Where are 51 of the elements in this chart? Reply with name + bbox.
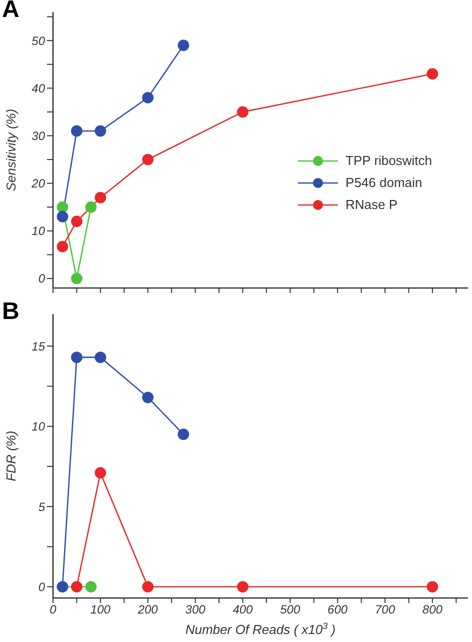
y-axis-title: FDR (%) <box>4 430 19 482</box>
point <box>85 581 97 592</box>
x-tick-label: 700 <box>374 602 396 617</box>
point <box>142 581 154 592</box>
legend-label: P546 domain <box>346 174 422 192</box>
point <box>426 581 438 592</box>
y-tick-label: 5 <box>38 500 46 514</box>
point <box>94 467 106 479</box>
point <box>94 352 106 364</box>
x-tick-label: 600 <box>328 602 348 617</box>
legend-label: RNase P <box>346 196 398 214</box>
point <box>178 40 190 52</box>
chart-title: B <box>2 298 20 326</box>
y-tick-label: 30 <box>32 128 46 143</box>
point <box>56 240 68 252</box>
point <box>71 216 82 228</box>
point <box>426 68 438 80</box>
x-tick-label: 800 <box>422 602 443 617</box>
point <box>71 581 82 592</box>
point <box>71 352 82 364</box>
legend-label: TPP riboswitch <box>346 152 432 170</box>
point <box>71 272 82 284</box>
point <box>85 201 97 213</box>
y-tick-label: 15 <box>32 339 46 354</box>
point <box>94 125 106 137</box>
point <box>71 125 82 137</box>
y-tick-label: 0 <box>38 272 46 286</box>
x-axis-title: Number Of Reads ( x10$^{3}$ ) <box>185 621 336 637</box>
y-axis-title: Sensitivity (%) <box>4 108 19 192</box>
y-tick-label: 10 <box>32 224 46 238</box>
point <box>56 210 68 222</box>
x-tick-label: 200 <box>136 602 158 617</box>
x-tick-label: 0 <box>50 602 57 617</box>
x-tick-label: 400 <box>232 602 254 617</box>
point <box>94 192 106 204</box>
x-tick-label: 300 <box>185 602 206 617</box>
point <box>178 428 190 440</box>
y-tick-label: 50 <box>32 34 46 48</box>
y-tick-label: 40 <box>32 81 46 96</box>
x-tick-label: 100 <box>90 602 111 617</box>
point <box>237 106 248 118</box>
point <box>142 392 154 404</box>
y-tick-label: 20 <box>30 176 46 191</box>
point <box>237 581 248 592</box>
y-tick-label: 0 <box>38 580 46 594</box>
point <box>142 154 154 166</box>
x-tick-label: 500 <box>280 602 300 617</box>
point <box>142 92 154 104</box>
point <box>56 201 68 213</box>
chart-title: A <box>2 0 20 24</box>
y-tick-label: 10 <box>32 420 46 434</box>
